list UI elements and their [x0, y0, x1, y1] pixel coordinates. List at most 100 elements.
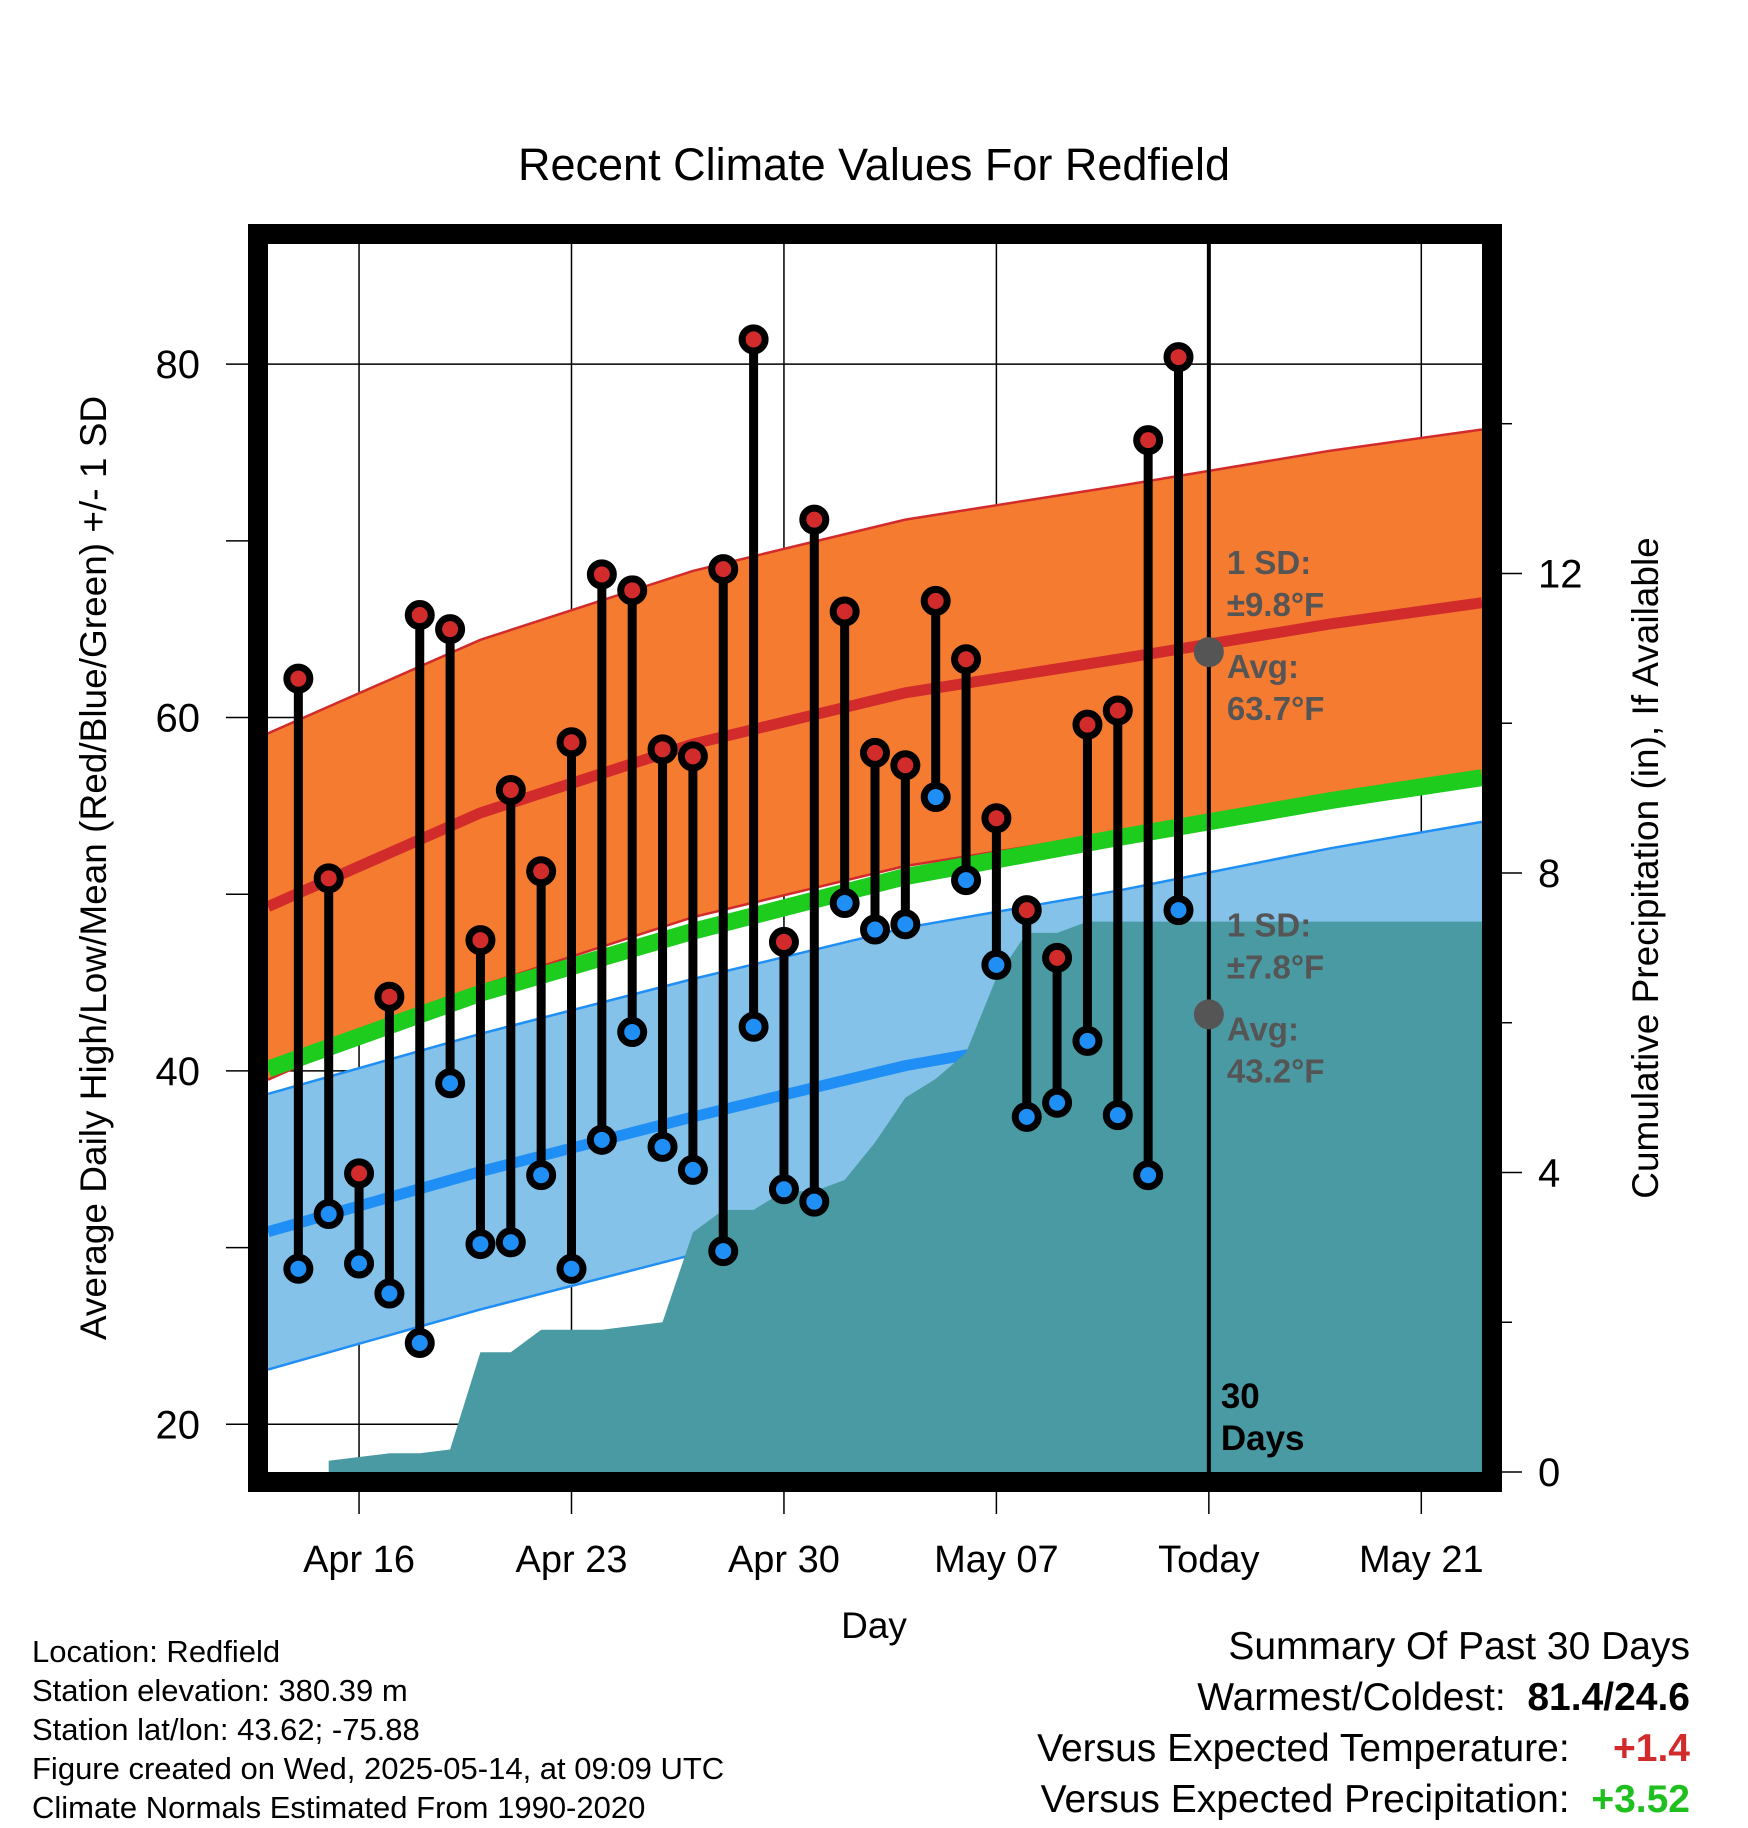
daily-high-point [981, 803, 1012, 834]
daily-low-point [586, 1124, 617, 1155]
daily-low-point [404, 1328, 435, 1359]
daily-low-point [283, 1253, 314, 1284]
daily-high-point [920, 585, 951, 616]
daily-low-point [768, 1174, 799, 1205]
daily-high-point [526, 856, 557, 887]
y-axis-label: Average Daily High/Low/Mean (Red/Blue/Gr… [73, 396, 114, 1340]
plot-interior [268, 244, 1482, 1472]
y-tick-label: 40 [156, 1050, 201, 1094]
daily-low-point [1072, 1025, 1103, 1056]
chart-title: Recent Climate Values For Redfield [518, 139, 1230, 190]
daily-low-point [344, 1248, 375, 1279]
daily-low-point [738, 1011, 769, 1042]
daily-high-point [586, 559, 617, 590]
info-location: Location: Redfield [32, 1634, 281, 1669]
daily-low-point [435, 1068, 466, 1099]
daily-low-point [495, 1227, 526, 1258]
daily-low-point [708, 1236, 739, 1267]
daily-low-point [465, 1229, 496, 1260]
y-tick-label: 80 [156, 343, 201, 387]
low-sd-value: ±7.8°F [1227, 948, 1324, 985]
daily-low-point [1042, 1087, 1073, 1118]
x-tick-label: Apr 30 [728, 1539, 840, 1581]
daily-low-point [1163, 895, 1194, 926]
summary-temp-label: Versus Expected Temperature: [1037, 1727, 1570, 1770]
daily-high-point [404, 600, 435, 631]
y2-tick-label: 0 [1538, 1451, 1560, 1495]
daily-high-point [465, 925, 496, 956]
low-avg-value: 43.2°F [1227, 1052, 1325, 1089]
low-avg-label: Avg: [1227, 1010, 1299, 1047]
x-axis-label: Day [841, 1605, 907, 1646]
daily-high-point [344, 1158, 375, 1189]
daily-low-point [920, 782, 951, 813]
high-avg-value: 63.7°F [1227, 690, 1325, 727]
summary-extremes-label: Warmest/Coldest: [1197, 1676, 1506, 1719]
x-tick-label: May 07 [934, 1539, 1059, 1581]
high-sd-value: ±9.8°F [1227, 586, 1324, 623]
daily-high-point [738, 324, 769, 355]
x-tick-label: May 21 [1359, 1539, 1484, 1581]
plot-area: 1 SD: ±9.8°F Avg: 63.7°F 1 SD: ±7.8°F Avg: 43.2… [156, 224, 1583, 1581]
daily-low-point [860, 914, 890, 945]
y2-tick-label: 4 [1538, 1151, 1560, 1195]
daily-high-point [1042, 942, 1073, 973]
daily-high-point [860, 737, 890, 768]
plot-frame [248, 224, 1502, 1492]
daily-low-point [526, 1160, 557, 1191]
high-sd-upper-edge [268, 428, 1482, 735]
daily-high-point [1163, 342, 1194, 373]
daily-high-point [890, 750, 921, 781]
daily-low-point [556, 1253, 587, 1284]
daily-high-point [829, 596, 860, 627]
info-created: Figure created on Wed, 2025-05-14, at 09… [32, 1751, 725, 1786]
summary-extremes: Warmest/Coldest: 81.4/24.6 [1197, 1676, 1690, 1720]
today-high-marker [1193, 637, 1224, 668]
x-tick-label: Apr 16 [303, 1539, 415, 1581]
daily-low-point [374, 1278, 405, 1309]
daily-low-point [313, 1199, 344, 1230]
daily-high-point [677, 741, 708, 772]
daily-high-point [617, 575, 648, 606]
high-avg-label: Avg: [1227, 648, 1299, 685]
daily-high-point [495, 774, 526, 805]
summary-temp-value: +1.4 [1613, 1727, 1690, 1770]
summary-temp: Versus Expected Temperature: +1.4 [1037, 1727, 1690, 1771]
daily-high-point [1072, 709, 1103, 740]
daily-high-point [647, 734, 678, 765]
y2-tick-label: 8 [1538, 852, 1560, 896]
daily-high-point [799, 504, 830, 535]
info-normals: Climate Normals Estimated From 1990-2020 [32, 1790, 646, 1825]
info-latlon: Station lat/lon: 43.62; -75.88 [32, 1712, 420, 1747]
x-tick-label: Apr 23 [516, 1539, 628, 1581]
daily-high-point [1102, 695, 1133, 726]
y2-tick-label: 12 [1538, 552, 1583, 596]
daily-low-point [1011, 1101, 1042, 1132]
daily-high-point [374, 981, 405, 1012]
daily-low-point [981, 949, 1012, 980]
precip-area [328, 921, 1482, 1472]
daily-low-point [1102, 1100, 1133, 1131]
high-sd-label: 1 SD: [1227, 544, 1311, 581]
daily-low-point [677, 1154, 708, 1185]
daily-low-point [799, 1186, 830, 1217]
summary-precip-value: +3.52 [1591, 1778, 1690, 1821]
daily-low-point [647, 1131, 678, 1162]
daily-high-point [283, 663, 314, 694]
high-normal-line [268, 597, 1482, 912]
low-sd-label: 1 SD: [1227, 906, 1311, 943]
summary-precip: Versus Expected Precipitation: +3.52 [1041, 1778, 1690, 1822]
daily-high-point [1133, 425, 1164, 456]
daily-high-point [313, 863, 344, 894]
x-tick-label: Today [1158, 1539, 1259, 1581]
daily-low-point [1133, 1160, 1164, 1191]
y-tick-label: 60 [156, 697, 201, 741]
summary-precip-label: Versus Expected Precipitation: [1040, 1778, 1570, 1821]
daily-high-point [708, 554, 739, 585]
summary-title: Summary Of Past 30 Days [1228, 1625, 1690, 1668]
summary-extremes-value: 81.4/24.6 [1527, 1676, 1690, 1719]
daily-high-point [951, 644, 982, 675]
window-days-label: Days [1221, 1419, 1305, 1458]
y-tick-label: 20 [156, 1403, 201, 1447]
